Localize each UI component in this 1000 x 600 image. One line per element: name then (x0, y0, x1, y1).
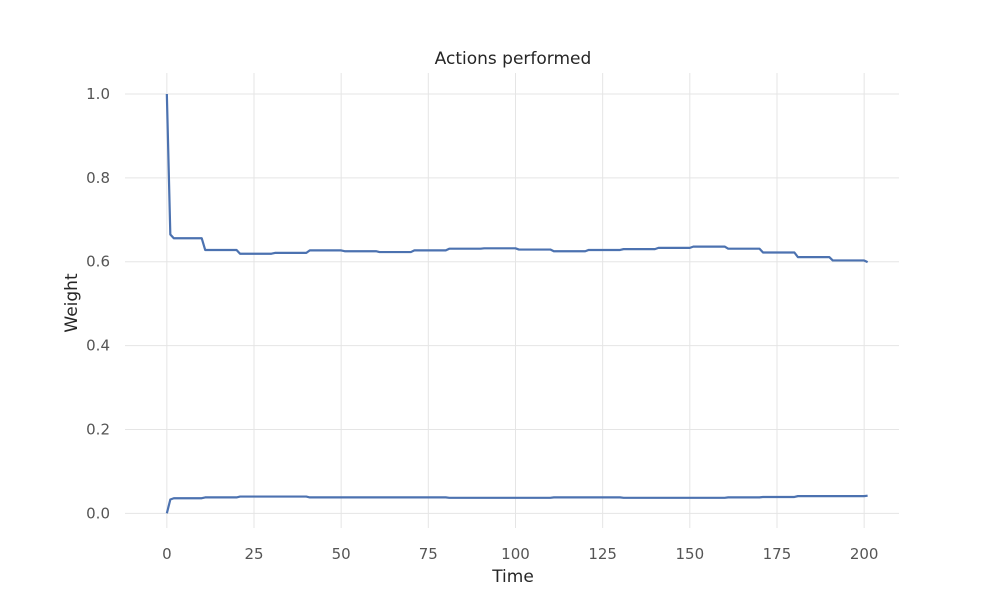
x-tick-label: 0 (162, 545, 172, 563)
x-tick-label: 150 (675, 545, 704, 563)
x-tick-label: 75 (419, 545, 438, 563)
grid-layer (125, 73, 899, 528)
chart-title: Actions performed (435, 49, 592, 69)
series-line-2 (165, 494, 868, 514)
x-tick-label: 100 (501, 545, 530, 563)
y-tick-label: 0.6 (86, 253, 110, 271)
x-tick-label: 125 (588, 545, 617, 563)
x-tick-label: 50 (332, 545, 351, 563)
y-tick-labels: 0.0 0.2 0.4 0.6 0.8 1.0 (86, 85, 110, 522)
x-tick-label: 200 (850, 545, 879, 563)
y-tick-label: 1.0 (86, 85, 110, 103)
series-line-1 (165, 93, 869, 264)
x-tick-labels: 0 25 50 75 100 125 150 175 200 (162, 545, 878, 563)
y-tick-label: 0.4 (86, 337, 110, 355)
y-axis-label: Weight (62, 273, 82, 333)
y-tick-label: 0.2 (86, 420, 110, 438)
y-tick-label: 0.0 (86, 504, 110, 522)
x-tick-label: 25 (244, 545, 263, 563)
series-layer (165, 93, 869, 514)
y-tick-label: 0.8 (86, 169, 110, 187)
x-tick-label: 175 (763, 545, 792, 563)
x-axis-label: Time (491, 567, 534, 587)
